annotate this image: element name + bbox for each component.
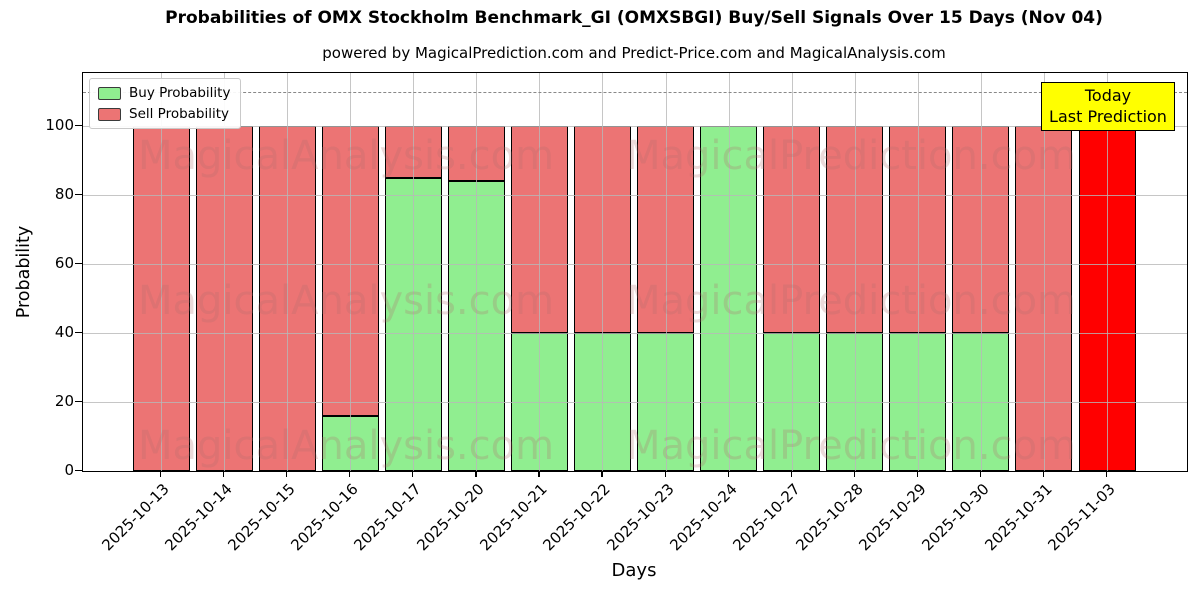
- chart-subtitle: powered by MagicalPrediction.com and Pre…: [322, 44, 946, 62]
- y-tick-label: 40: [54, 323, 74, 342]
- x-tick-mark: [412, 471, 414, 477]
- legend-buy-label: Buy Probability: [129, 85, 231, 101]
- horizontal-gridline: [83, 264, 1187, 266]
- y-tick-label: 100: [45, 116, 74, 135]
- today-annotation-line2: Last Prediction: [1049, 107, 1167, 126]
- vertical-gridline: [1107, 73, 1109, 471]
- vertical-gridline: [980, 73, 982, 471]
- y-tick-mark: [75, 263, 82, 265]
- x-tick-mark: [349, 471, 351, 477]
- x-tick-mark: [223, 471, 225, 477]
- vertical-gridline: [917, 73, 919, 471]
- x-tick-mark: [286, 471, 288, 477]
- x-tick-mark: [664, 471, 666, 477]
- x-tick-mark: [790, 471, 792, 477]
- dashed-reference-line: [83, 91, 1187, 93]
- horizontal-gridline: [83, 195, 1187, 197]
- x-tick-mark: [1042, 471, 1045, 477]
- y-tick-label: 20: [54, 392, 74, 411]
- x-tick-mark: [160, 471, 162, 477]
- legend-sell-label: Sell Probability: [129, 106, 230, 122]
- vertical-gridline: [161, 73, 162, 471]
- chart-title: Probabilities of OMX Stockholm Benchmark…: [165, 8, 1103, 28]
- vertical-gridline: [539, 73, 541, 471]
- today-annotation: Today Last Prediction: [1041, 82, 1175, 131]
- vertical-gridline: [602, 73, 604, 471]
- vertical-gridline: [791, 73, 793, 471]
- x-tick-mark: [601, 471, 603, 477]
- vertical-gridline: [1043, 73, 1045, 471]
- vertical-gridline: [476, 73, 478, 471]
- today-annotation-line1: Today: [1084, 86, 1132, 105]
- vertical-gridline: [350, 73, 352, 471]
- sell-color-swatch: [98, 107, 121, 121]
- legend-item-sell: Sell Probability: [98, 106, 230, 122]
- horizontal-gridline: [83, 333, 1187, 335]
- x-tick-mark: [1106, 471, 1108, 477]
- x-axis-label: Days: [611, 560, 657, 581]
- horizontal-gridline: [83, 402, 1187, 404]
- x-tick-mark: [727, 471, 729, 477]
- vertical-gridline: [728, 73, 730, 471]
- x-tick-mark: [853, 471, 855, 477]
- vertical-gridline: [413, 73, 415, 471]
- y-tick-label: 80: [54, 185, 74, 204]
- y-tick-mark: [75, 194, 82, 196]
- legend-item-buy: Buy Probability: [98, 85, 230, 101]
- x-tick-mark: [475, 471, 477, 477]
- x-tick-mark: [538, 471, 540, 477]
- vertical-gridline: [854, 73, 856, 471]
- vertical-gridline: [665, 73, 667, 471]
- y-tick-label: 0: [64, 461, 74, 479]
- x-tick-mark: [979, 471, 982, 477]
- y-tick-mark: [75, 125, 82, 127]
- y-tick-mark: [75, 332, 82, 334]
- buy-color-swatch: [98, 86, 121, 100]
- y-tick-mark: [75, 401, 82, 403]
- plot-area: Buy Probability Sell Probability Today L…: [82, 72, 1188, 472]
- vertical-gridline: [224, 73, 226, 471]
- x-tick-mark: [916, 471, 919, 477]
- horizontal-gridline: [83, 126, 1187, 128]
- y-tick-label: 60: [54, 254, 74, 273]
- y-tick-mark: [75, 470, 82, 472]
- vertical-gridline: [287, 73, 289, 471]
- legend: Buy Probability Sell Probability: [89, 78, 242, 129]
